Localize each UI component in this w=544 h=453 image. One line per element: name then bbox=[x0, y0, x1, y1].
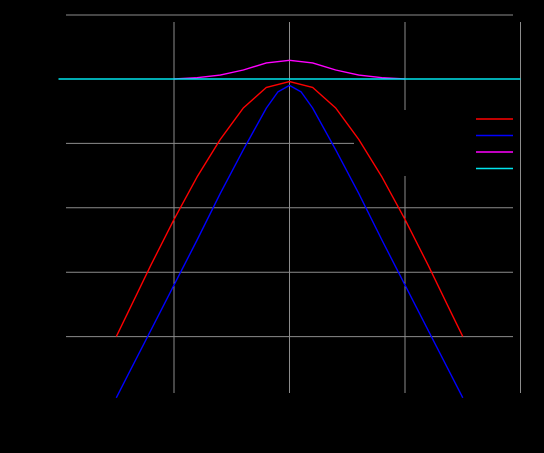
series-line-1 bbox=[115, 80, 464, 337]
series-group bbox=[58, 59, 521, 399]
series-line-3 bbox=[173, 59, 406, 80]
series-line-2 bbox=[115, 84, 464, 399]
legend bbox=[476, 118, 513, 170]
grid-lines bbox=[66, 14, 521, 393]
